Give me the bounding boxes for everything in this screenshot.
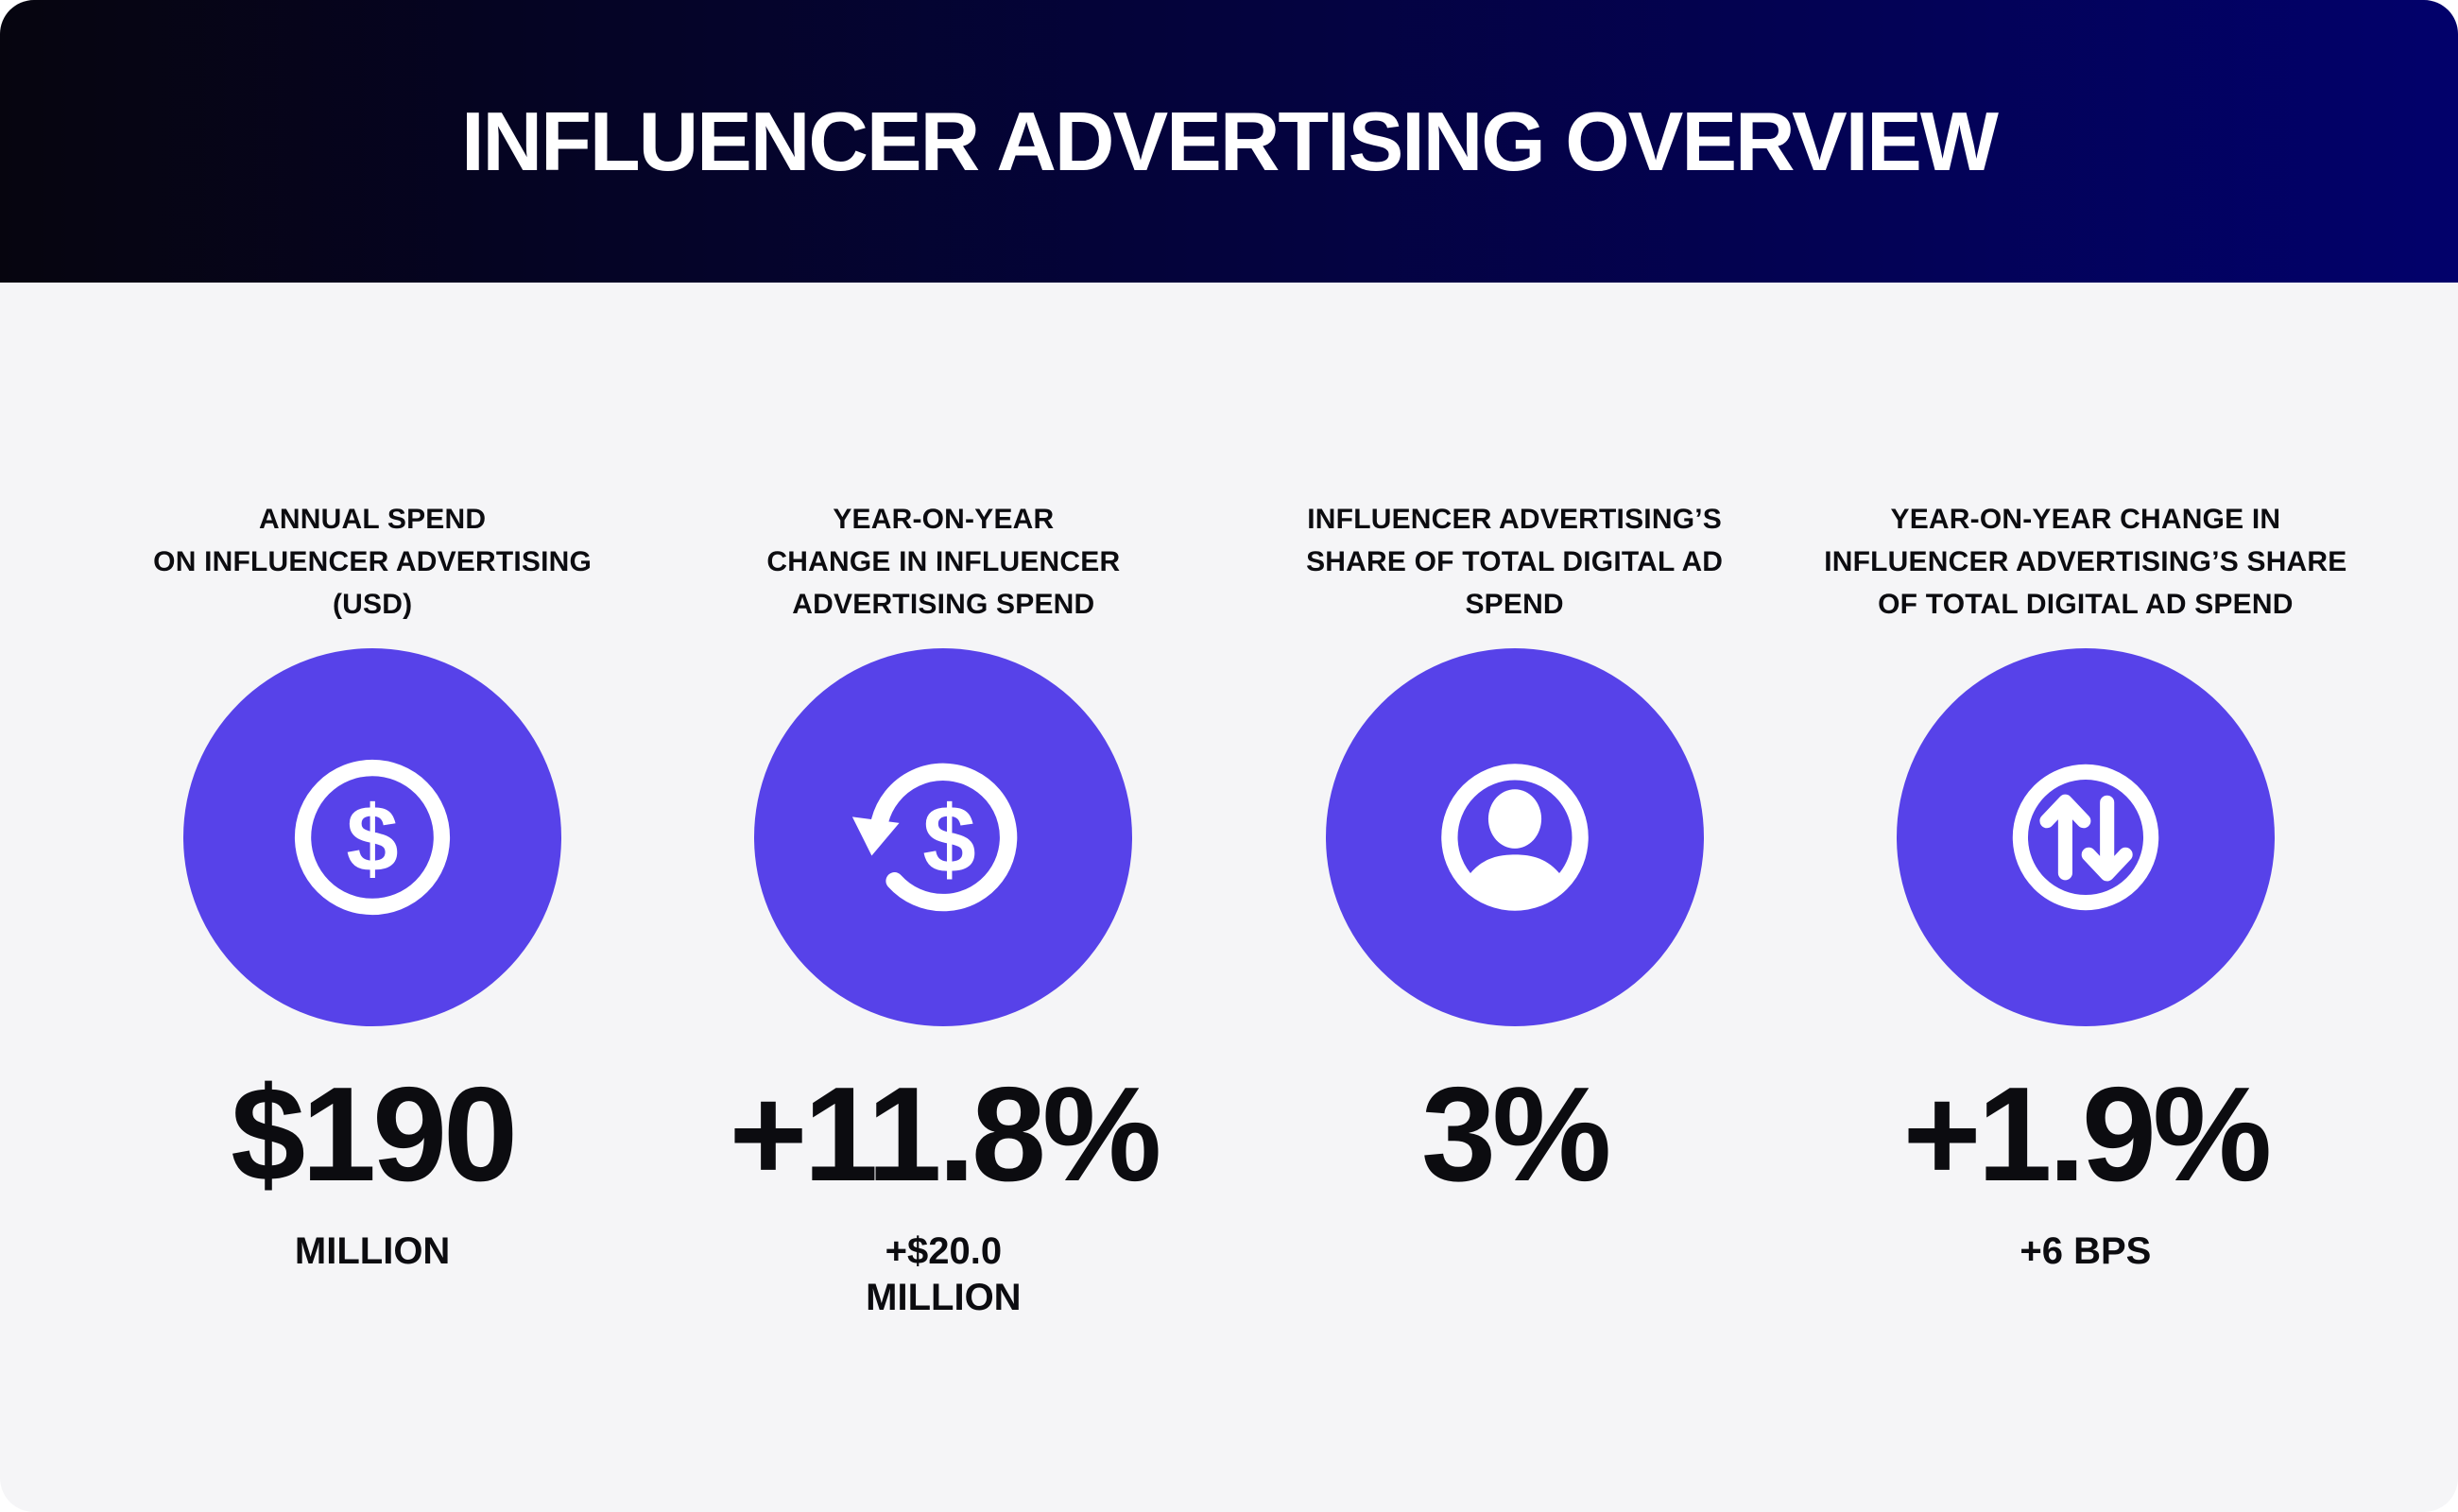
metric-value: 3% xyxy=(1421,1059,1611,1210)
header: INFLUENCER ADVERTISING OVERVIEW xyxy=(0,0,2458,283)
metric-yoy-change-spend: YEAR-ON-YEAR CHANGE IN INFLUENCER ADVERT… xyxy=(658,283,1229,1321)
metric-label-line: (USD) xyxy=(332,589,413,620)
metric-label-line: SHARE OF TOTAL DIGITAL AD xyxy=(1306,546,1724,577)
metric-badge: $ xyxy=(754,648,1133,1026)
metric-label-line: OF TOTAL DIGITAL AD SPEND xyxy=(1878,589,2294,620)
metric-label-line: ANNUAL SPEND xyxy=(259,504,487,535)
metric-label-line: ADVERTISING SPEND xyxy=(792,589,1095,620)
metric-label: YEAR-ON-YEAR CHANGE IN INFLUENCER ADVERT… xyxy=(1824,498,2346,626)
metric-subvalue: +6 BPS xyxy=(2020,1228,2151,1275)
metric-badge: $ xyxy=(183,648,562,1026)
refresh-dollar-icon: $ xyxy=(852,763,1018,912)
metric-label-line: YEAR-ON-YEAR CHANGE IN xyxy=(1890,504,2281,535)
metric-label-line: YEAR-ON-YEAR xyxy=(833,504,1055,535)
metric-badge xyxy=(1325,648,1704,1026)
metric-value: +1.9% xyxy=(1902,1059,2273,1210)
metrics-row: ANNUAL SPEND ON INFLUENCER ADVERTISING (… xyxy=(0,283,2458,1321)
metric-label-line: CHANGE IN INFLUENCER xyxy=(766,546,1121,577)
metric-subvalue: +$20.0 MILLION xyxy=(866,1228,1021,1321)
dollar-glyph: $ xyxy=(346,787,398,892)
page-title: INFLUENCER ADVERTISING OVERVIEW xyxy=(461,94,1999,188)
metric-label: INFLUENCER ADVERTISING’S SHARE OF TOTAL … xyxy=(1306,498,1723,626)
metric-subvalue-line: +$20.0 xyxy=(885,1230,1003,1272)
metric-yoy-change-share: YEAR-ON-YEAR CHANGE IN INFLUENCER ADVERT… xyxy=(1800,283,2371,1321)
dollar-glyph: $ xyxy=(923,785,976,893)
metric-subvalue-line: MILLION xyxy=(866,1277,1022,1318)
arrows-up-down-icon xyxy=(2012,764,2159,911)
user-avatar-icon xyxy=(1440,764,1589,911)
metric-subvalue-line: +6 BPS xyxy=(2020,1230,2152,1272)
metric-badge xyxy=(1896,648,2275,1026)
metric-label-line: SPEND xyxy=(1465,589,1564,620)
metric-share-digital-ad-spend: INFLUENCER ADVERTISING’S SHARE OF TOTAL … xyxy=(1229,283,1800,1321)
metric-subvalue-line: MILLION xyxy=(294,1230,451,1272)
dollar-coin-icon: $ xyxy=(295,759,451,916)
metric-label: YEAR-ON-YEAR CHANGE IN INFLUENCER ADVERT… xyxy=(766,498,1120,626)
metric-label-line: INFLUENCER ADVERTISING’S xyxy=(1307,504,1722,535)
metric-value: +11.8% xyxy=(729,1059,1162,1210)
metric-value: $190 xyxy=(231,1059,518,1210)
metric-annual-spend: ANNUAL SPEND ON INFLUENCER ADVERTISING (… xyxy=(87,283,658,1321)
metric-subvalue: MILLION xyxy=(295,1228,450,1275)
metric-label-line: ON INFLUENCER ADVERTISING xyxy=(153,546,593,577)
metric-label-line: INFLUENCER ADVERTISING’S SHARE xyxy=(1824,546,2347,577)
metric-label: ANNUAL SPEND ON INFLUENCER ADVERTISING (… xyxy=(153,498,592,626)
